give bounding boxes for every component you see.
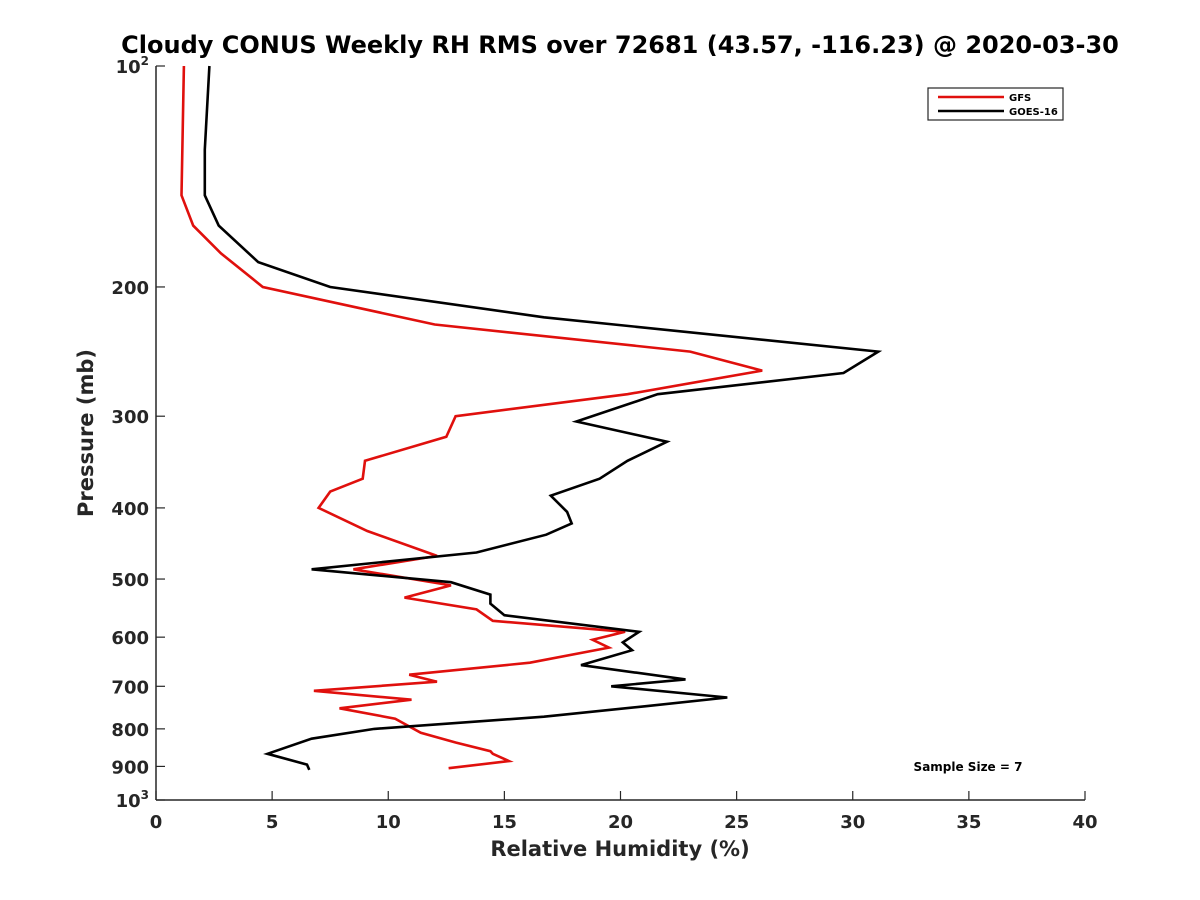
y-tick-label: 900	[111, 757, 149, 778]
x-tick-label: 25	[724, 812, 749, 833]
y-tick-label: 700	[111, 677, 149, 698]
y-tick-label: 102	[116, 54, 149, 78]
y-tick-label: 600	[111, 628, 149, 649]
y-axis-label: Pressure (mb)	[74, 349, 98, 517]
x-tick-label: 35	[956, 812, 981, 833]
x-tick-label: 40	[1072, 812, 1097, 833]
series-layer	[180, 65, 883, 771]
series-line-gfs	[180, 65, 763, 770]
x-tick-label: 10	[376, 812, 401, 833]
y-tick-label: 800	[111, 720, 149, 741]
x-tick-label: 15	[492, 812, 517, 833]
axes: 0 5 10 15 20 25 30 35 40 102 200 300 400 500 600 700 800…	[111, 54, 1097, 833]
y-tick-label: 300	[111, 407, 149, 428]
y-tick-label: 200	[111, 278, 149, 299]
y-tick-label: 400	[111, 499, 149, 520]
x-tick-label: 30	[840, 812, 865, 833]
legend: GFS GOES-16	[927, 87, 1064, 121]
x-tick-label: 5	[266, 812, 279, 833]
y-tick-label: 500	[111, 570, 149, 591]
legend-entry: GFS	[1009, 93, 1031, 104]
y-tick-label: 103	[116, 788, 149, 812]
legend-entry: GOES-16	[1009, 107, 1058, 118]
series-line-goes-16	[203, 65, 883, 771]
chart-title: Cloudy CONUS Weekly RH RMS over 72681 (4…	[121, 31, 1119, 59]
x-tick-label: 20	[608, 812, 633, 833]
x-axis-label: Relative Humidity (%)	[490, 837, 749, 861]
x-tick-label: 0	[150, 812, 163, 833]
sample-size-annotation: Sample Size = 7	[914, 760, 1023, 774]
legend-box	[927, 87, 1064, 121]
